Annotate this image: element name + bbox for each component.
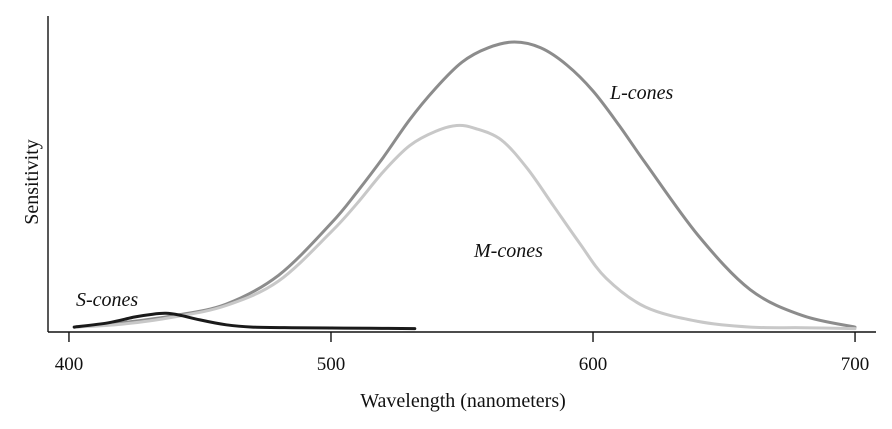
- l-cones-curve: [72, 40, 857, 329]
- x-axis-title: Wavelength (nanometers): [360, 390, 566, 412]
- series-labels: L-cones M-cones S-cones: [76, 82, 674, 311]
- x-tick-label-400: 400: [55, 354, 84, 375]
- s-cones-label: S-cones: [76, 289, 138, 311]
- x-ticks: 400 500 600 700: [55, 332, 870, 375]
- m-cones-curve: [72, 123, 857, 331]
- y-axis-title: Sensitivity: [21, 139, 43, 225]
- l-cones-label: L-cones: [609, 82, 674, 104]
- x-tick-label-600: 600: [579, 354, 608, 375]
- x-tick-label-700: 700: [841, 354, 870, 375]
- x-axis: 400 500 600 700 Wavelength (nanometers): [48, 331, 876, 412]
- series-layer: [72, 40, 857, 331]
- x-tick-label-500: 500: [317, 354, 346, 375]
- s-cones-curve: [72, 311, 417, 331]
- y-axis: Sensitivity: [21, 16, 49, 332]
- m-cones-label: M-cones: [473, 240, 543, 262]
